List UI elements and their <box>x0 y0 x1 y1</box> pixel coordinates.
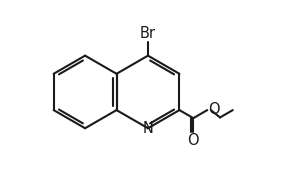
Text: O: O <box>208 102 220 117</box>
Text: Br: Br <box>140 26 156 41</box>
Text: N: N <box>143 121 153 136</box>
Text: O: O <box>187 134 199 148</box>
